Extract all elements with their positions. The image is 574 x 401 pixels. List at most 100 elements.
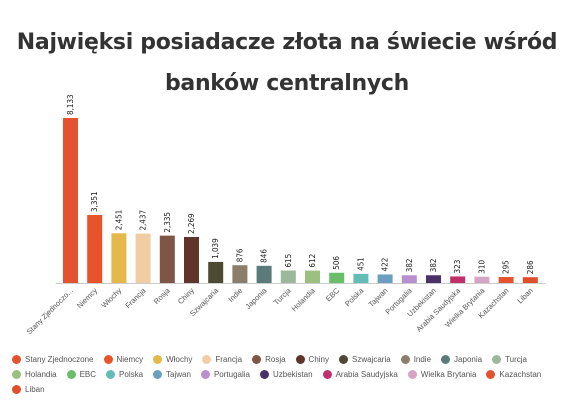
bar [232,265,248,283]
x-tick-label: Indie [226,286,244,304]
legend-dot-icon [12,369,21,379]
legend-label: Niemcy [116,354,144,364]
bar [63,118,78,283]
bar [426,275,441,283]
legend-dot-icon [103,354,113,364]
legend-dot-icon [339,354,348,364]
bar-value-label: 612 [308,254,317,268]
bar-value-label: 3,351 [90,191,99,212]
legend-item[interactable]: Polska [106,368,143,380]
legend-dot-icon [153,354,163,364]
bar [329,272,345,283]
x-tick-label: Liban [515,286,534,305]
legend-label: EBC [79,369,97,379]
legend-item[interactable]: Niemcy [103,353,144,365]
legend-item[interactable]: Rosja [252,353,286,365]
legend-item[interactable]: Arabia Saudyjska [322,368,398,380]
bar-value-label: 8,133 [66,94,75,115]
x-tick-label: Włochy [100,286,124,310]
legend-dot-icon [200,369,210,379]
bar [305,270,320,283]
legend-dot-icon [486,369,496,379]
x-tick-label: Rosja [152,285,173,306]
legend-item[interactable]: Wielka Brytania [407,368,477,380]
x-tick-label: Holandia [290,285,318,313]
legend-label: Turcja [505,354,528,364]
legend-dot-icon [295,354,305,364]
bar [474,276,490,283]
legend-label: Japonia [454,354,483,364]
legend-item[interactable]: Turcja [492,353,527,365]
bar-value-label: 1,039 [211,238,220,259]
legend-label: Włochy [166,354,193,364]
x-tick-label: EBC [324,286,342,304]
bar-value-label: 451 [356,257,365,271]
bar [353,273,369,283]
legend-label: Rosja [265,354,286,364]
bar [498,277,514,283]
x-tick-label: Chiny [176,286,196,306]
bar [256,265,272,283]
legend-label: Francja [215,354,243,364]
legend-dot-icon [400,354,410,364]
bar-value-label: 2,335 [163,212,172,233]
legend-item[interactable]: Stany Zjednoczone [12,353,94,365]
x-tick-label: Francja [123,285,148,310]
legend-dot-icon [492,354,502,364]
legend-item[interactable]: EBC [66,368,97,380]
x-tick-label: Polska [343,285,366,308]
legend-item[interactable]: Portugalia [200,368,250,380]
bar [377,274,393,283]
bar-value-label: 2,437 [139,210,148,231]
legend-item[interactable]: Holandia [12,368,57,380]
x-tick-label: Turcja [272,285,293,306]
legend-item[interactable]: Francja [202,353,242,365]
legend-label: Tajwan [166,369,191,379]
bar-value-label: 876 [235,248,244,262]
legend-item[interactable]: Włochy [153,353,192,365]
legend-label: Wielka Brytania [420,369,477,379]
legend-dot-icon [202,354,212,364]
legend-item[interactable]: Liban [12,383,45,395]
legend-item[interactable]: Japonia [441,353,482,365]
bar-value-label: 382 [405,259,414,273]
legend-item[interactable]: Chiny [295,353,329,365]
bar-value-label: 846 [260,249,269,263]
bar [401,275,417,283]
bar-value-label: 286 [526,260,535,274]
legend-label: Kazachstan [499,369,542,379]
legend-dot-icon [252,354,262,364]
legend-dot-icon [407,369,417,379]
bar-value-label: 382 [429,259,438,273]
legend-label: Holandia [25,369,57,379]
x-tick-label: Stany Zjednoczo... [25,286,75,336]
bar [159,235,175,283]
bar-value-label: 2,451 [114,210,123,231]
bar [522,277,538,283]
legend-dot-icon [106,369,116,379]
legend-label: Indie [413,354,432,364]
bar [87,215,103,283]
legend-label: Portugalia [213,369,250,379]
legend-dot-icon [322,369,332,379]
legend-label: Liban [25,384,45,394]
legend-item[interactable]: Szwajcaria [339,353,391,365]
legend-item[interactable]: Indie [400,353,432,365]
legend-label: Szwajcaria [352,354,391,364]
legend-label: Chiny [308,354,329,364]
legend-item[interactable]: Tajwan [153,368,191,380]
legend-dot-icon [12,354,21,364]
legend-item[interactable]: Uzbekistan [259,368,313,380]
legend-dot-icon [12,384,21,394]
chart-title-line-1: Najwięksi posiadacze złota na świecie wś… [16,30,558,55]
bar-plot: 8,133 Stany Zjednoczo... 3,351 Niemcy 2,451 W… [25,94,546,336]
bar-value-label: 615 [284,254,293,268]
x-tick-label: Niemcy [75,286,99,310]
bar [208,261,224,283]
bar [450,276,466,283]
bar [135,233,151,283]
legend-item[interactable]: Kazachstan [486,368,541,380]
legend-label: Arabia Saudyjska [335,369,398,379]
bar-value-label: 506 [332,256,341,270]
